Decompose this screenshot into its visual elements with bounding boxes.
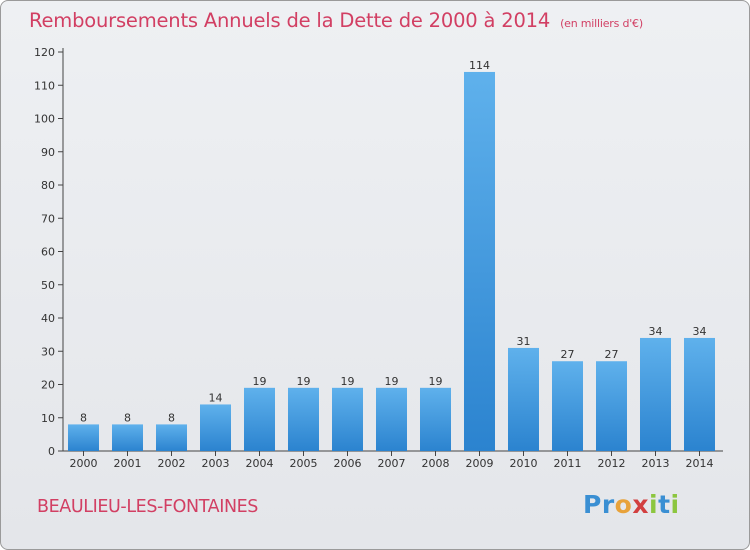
x-tick-label: 2005	[290, 457, 318, 470]
y-tick-label: 120	[34, 46, 55, 59]
bar-value-label: 8	[80, 411, 87, 424]
chart-subtitle: (en milliers d'€)	[560, 17, 643, 30]
chart-title-text: Remboursements Annuels de la Dette de 20…	[29, 9, 551, 32]
y-tick-label: 110	[34, 79, 55, 92]
y-tick-label: 20	[41, 379, 55, 392]
bar-value-label: 27	[561, 348, 575, 361]
y-tick-label: 50	[41, 279, 55, 292]
x-tick-label: 2006	[334, 457, 362, 470]
logo-letter: r	[601, 490, 615, 519]
logo-letter: P	[583, 490, 602, 519]
bar-value-label: 8	[168, 411, 175, 424]
y-tick-label: 70	[41, 212, 55, 225]
y-tick-label: 90	[41, 146, 55, 159]
bar	[200, 404, 231, 451]
proxiti-logo: Proxiti	[583, 490, 680, 519]
bar	[640, 337, 671, 451]
x-tick-label: 2014	[686, 457, 714, 470]
bar-value-label: 19	[297, 375, 311, 388]
bar	[684, 337, 715, 451]
bar-value-label: 19	[429, 375, 443, 388]
x-tick-label: 2002	[158, 457, 186, 470]
bar	[464, 71, 495, 451]
bar-value-label: 19	[253, 375, 267, 388]
bar-value-label: 14	[209, 391, 223, 404]
x-tick-label: 2004	[246, 457, 274, 470]
y-tick-label: 30	[41, 345, 55, 358]
bar	[596, 361, 627, 451]
chart-title: Remboursements Annuels de la Dette de 20…	[29, 9, 643, 32]
x-tick-label: 2012	[598, 457, 626, 470]
y-tick-label: 40	[41, 312, 55, 325]
y-tick-label: 60	[41, 246, 55, 259]
x-tick-label: 2007	[378, 457, 406, 470]
y-tick-label: 0	[48, 445, 55, 458]
logo-letter: t	[658, 490, 671, 519]
logo-letter: i	[670, 490, 680, 519]
bar	[156, 424, 187, 451]
y-tick-label: 100	[34, 113, 55, 126]
bar	[376, 387, 407, 451]
x-tick-label: 2008	[422, 457, 450, 470]
bar	[508, 347, 539, 451]
bar-value-label: 114	[469, 59, 490, 72]
x-tick-label: 2000	[70, 457, 98, 470]
x-tick-label: 2010	[510, 457, 538, 470]
y-tick-label: 80	[41, 179, 55, 192]
bar	[420, 387, 451, 451]
bar-value-label: 27	[605, 348, 619, 361]
logo-letter: x	[632, 490, 649, 519]
bar	[288, 387, 319, 451]
bar-value-label: 19	[341, 375, 355, 388]
bar	[68, 424, 99, 451]
logo-letter: o	[614, 490, 633, 519]
bar-value-label: 8	[124, 411, 131, 424]
x-tick-label: 2013	[642, 457, 670, 470]
y-tick-label: 10	[41, 412, 55, 425]
commune-name: BEAULIEU-LES-FONTAINES	[37, 497, 259, 517]
bar	[112, 424, 143, 451]
bar-value-label: 34	[649, 325, 663, 338]
bar-value-label: 34	[693, 325, 707, 338]
x-tick-label: 2003	[202, 457, 230, 470]
bar	[332, 387, 363, 451]
x-tick-label: 2011	[554, 457, 582, 470]
bar	[244, 387, 275, 451]
x-tick-label: 2009	[466, 457, 494, 470]
bar	[552, 361, 583, 451]
logo-letter: i	[649, 490, 659, 519]
x-tick-label: 2001	[114, 457, 142, 470]
bar-value-label: 31	[517, 335, 531, 348]
bar-value-label: 19	[385, 375, 399, 388]
